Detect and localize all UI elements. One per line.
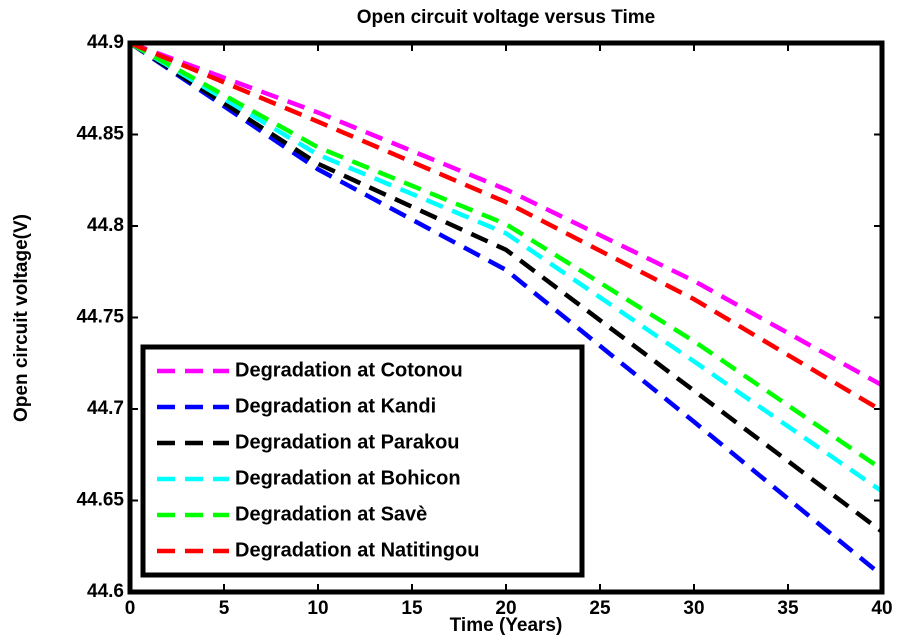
y-tick-label: 44.9 <box>87 32 124 53</box>
x-tick-label: 30 <box>683 598 704 619</box>
legend-box <box>140 344 585 578</box>
x-tick-label: 40 <box>871 598 892 619</box>
series-line <box>128 41 884 534</box>
x-tick-label: 0 <box>125 598 136 619</box>
chart-title: Open circuit voltage versus Time <box>357 7 655 28</box>
legend-label: Degradation at Natitingou <box>235 539 479 561</box>
series-line <box>129 40 884 388</box>
legend-label: Degradation at Parakou <box>235 431 460 453</box>
y-tick-label: 44.6 <box>87 581 124 602</box>
legend-label: Degradation at Kandi <box>235 395 436 417</box>
legend-label: Degradation at Savè <box>235 503 427 525</box>
x-tick-label: 5 <box>219 598 230 619</box>
series-line <box>128 41 884 578</box>
legend-label: Degradation at Cotonou <box>235 359 463 381</box>
x-tick-label: 10 <box>307 598 328 619</box>
y-tick-label: 44.7 <box>87 398 124 419</box>
series-line <box>128 41 884 494</box>
plot-frame <box>127 40 885 595</box>
y-tick-label: 44.8 <box>87 215 124 236</box>
y-axis-label: Open circuit voltage(V) <box>11 214 32 422</box>
x-tick-label: 35 <box>777 598 799 619</box>
y-tick-label: 44.85 <box>76 124 124 145</box>
x-tick-label: 25 <box>589 598 611 619</box>
legend-label: Degradation at Bohicon <box>235 467 461 489</box>
series-line <box>128 41 884 472</box>
series-line <box>129 40 884 413</box>
y-tick-label: 44.65 <box>76 490 124 511</box>
x-tick-label: 20 <box>495 598 516 619</box>
x-axis-label: Time (Years) <box>450 615 563 636</box>
x-tick-label: 15 <box>401 598 423 619</box>
y-tick-label: 44.75 <box>76 307 124 328</box>
